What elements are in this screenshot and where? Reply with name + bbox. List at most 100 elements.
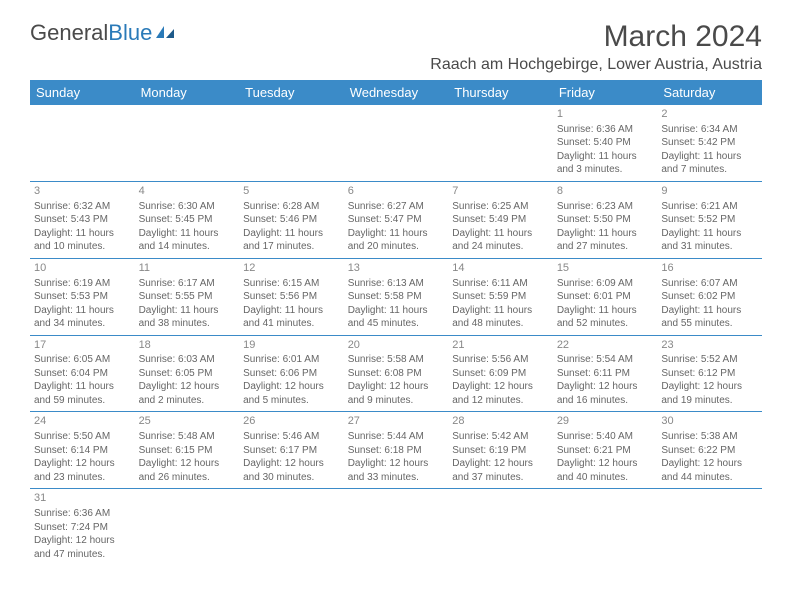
- sunrise-text: Sunrise: 5:52 AM: [661, 353, 758, 367]
- sunset-text: Sunset: 5:59 PM: [452, 290, 549, 304]
- sunrise-text: Sunrise: 5:44 AM: [348, 430, 445, 444]
- sunrise-text: Sunrise: 6:01 AM: [243, 353, 340, 367]
- logo-text-blue: Blue: [108, 20, 152, 46]
- day-number: 27: [348, 414, 445, 429]
- calendar-cell: 5Sunrise: 6:28 AMSunset: 5:46 PMDaylight…: [239, 181, 344, 258]
- daylight-text: and 10 minutes.: [34, 240, 131, 254]
- day-number: 4: [139, 184, 236, 199]
- sunrise-text: Sunrise: 6:27 AM: [348, 200, 445, 214]
- logo-text-general: General: [30, 20, 108, 46]
- daylight-text: and 14 minutes.: [139, 240, 236, 254]
- calendar-cell: [553, 489, 658, 565]
- daylight-text: and 44 minutes.: [661, 471, 758, 485]
- sunrise-text: Sunrise: 5:58 AM: [348, 353, 445, 367]
- calendar-cell: 16Sunrise: 6:07 AMSunset: 6:02 PMDayligh…: [657, 258, 762, 335]
- sunrise-text: Sunrise: 5:50 AM: [34, 430, 131, 444]
- calendar-row: 24Sunrise: 5:50 AMSunset: 6:14 PMDayligh…: [30, 412, 762, 489]
- weekday-header: Monday: [135, 80, 240, 105]
- daylight-text: and 47 minutes.: [34, 548, 131, 562]
- calendar-cell: 22Sunrise: 5:54 AMSunset: 6:11 PMDayligh…: [553, 335, 658, 412]
- daylight-text: Daylight: 12 hours: [139, 380, 236, 394]
- daylight-text: Daylight: 11 hours: [34, 380, 131, 394]
- daylight-text: Daylight: 11 hours: [243, 227, 340, 241]
- sunrise-text: Sunrise: 6:25 AM: [452, 200, 549, 214]
- day-number: 5: [243, 184, 340, 199]
- day-number: 17: [34, 338, 131, 353]
- daylight-text: Daylight: 12 hours: [34, 457, 131, 471]
- calendar-table: Sunday Monday Tuesday Wednesday Thursday…: [30, 80, 762, 565]
- daylight-text: and 20 minutes.: [348, 240, 445, 254]
- day-number: 13: [348, 261, 445, 276]
- day-number: 24: [34, 414, 131, 429]
- daylight-text: and 48 minutes.: [452, 317, 549, 331]
- weekday-header: Friday: [553, 80, 658, 105]
- daylight-text: and 59 minutes.: [34, 394, 131, 408]
- sunrise-text: Sunrise: 6:09 AM: [557, 277, 654, 291]
- calendar-cell: 4Sunrise: 6:30 AMSunset: 5:45 PMDaylight…: [135, 181, 240, 258]
- sunset-text: Sunset: 5:52 PM: [661, 213, 758, 227]
- sunrise-text: Sunrise: 6:36 AM: [34, 507, 131, 521]
- day-number: 10: [34, 261, 131, 276]
- sunset-text: Sunset: 6:06 PM: [243, 367, 340, 381]
- calendar-cell: [344, 489, 449, 565]
- sunrise-text: Sunrise: 6:21 AM: [661, 200, 758, 214]
- calendar-cell: 9Sunrise: 6:21 AMSunset: 5:52 PMDaylight…: [657, 181, 762, 258]
- calendar-row: 31Sunrise: 6:36 AMSunset: 7:24 PMDayligh…: [30, 489, 762, 565]
- calendar-cell: 25Sunrise: 5:48 AMSunset: 6:15 PMDayligh…: [135, 412, 240, 489]
- sunset-text: Sunset: 5:58 PM: [348, 290, 445, 304]
- sunset-text: Sunset: 7:24 PM: [34, 521, 131, 535]
- weekday-header: Tuesday: [239, 80, 344, 105]
- daylight-text: and 55 minutes.: [661, 317, 758, 331]
- sunrise-text: Sunrise: 6:32 AM: [34, 200, 131, 214]
- calendar-cell: [657, 489, 762, 565]
- calendar-cell: 18Sunrise: 6:03 AMSunset: 6:05 PMDayligh…: [135, 335, 240, 412]
- sunset-text: Sunset: 5:45 PM: [139, 213, 236, 227]
- calendar-cell: 28Sunrise: 5:42 AMSunset: 6:19 PMDayligh…: [448, 412, 553, 489]
- calendar-cell: [239, 105, 344, 181]
- day-number: 31: [34, 491, 131, 506]
- daylight-text: and 40 minutes.: [557, 471, 654, 485]
- sunset-text: Sunset: 6:08 PM: [348, 367, 445, 381]
- sunrise-text: Sunrise: 6:03 AM: [139, 353, 236, 367]
- sunset-text: Sunset: 6:09 PM: [452, 367, 549, 381]
- calendar-cell: 14Sunrise: 6:11 AMSunset: 5:59 PMDayligh…: [448, 258, 553, 335]
- sunrise-text: Sunrise: 5:48 AM: [139, 430, 236, 444]
- sunset-text: Sunset: 6:02 PM: [661, 290, 758, 304]
- day-number: 11: [139, 261, 236, 276]
- weekday-header: Wednesday: [344, 80, 449, 105]
- sunrise-text: Sunrise: 6:36 AM: [557, 123, 654, 137]
- daylight-text: and 27 minutes.: [557, 240, 654, 254]
- calendar-cell: 6Sunrise: 6:27 AMSunset: 5:47 PMDaylight…: [344, 181, 449, 258]
- sunset-text: Sunset: 5:56 PM: [243, 290, 340, 304]
- daylight-text: Daylight: 11 hours: [348, 304, 445, 318]
- daylight-text: Daylight: 11 hours: [452, 227, 549, 241]
- day-number: 15: [557, 261, 654, 276]
- daylight-text: Daylight: 12 hours: [661, 380, 758, 394]
- sunrise-text: Sunrise: 6:23 AM: [557, 200, 654, 214]
- daylight-text: Daylight: 11 hours: [661, 227, 758, 241]
- calendar-cell: 12Sunrise: 6:15 AMSunset: 5:56 PMDayligh…: [239, 258, 344, 335]
- day-number: 3: [34, 184, 131, 199]
- calendar-cell: 11Sunrise: 6:17 AMSunset: 5:55 PMDayligh…: [135, 258, 240, 335]
- day-number: 30: [661, 414, 758, 429]
- daylight-text: Daylight: 12 hours: [557, 457, 654, 471]
- weekday-header: Saturday: [657, 80, 762, 105]
- calendar-cell: 20Sunrise: 5:58 AMSunset: 6:08 PMDayligh…: [344, 335, 449, 412]
- sunset-text: Sunset: 6:12 PM: [661, 367, 758, 381]
- calendar-cell: 21Sunrise: 5:56 AMSunset: 6:09 PMDayligh…: [448, 335, 553, 412]
- sunset-text: Sunset: 5:50 PM: [557, 213, 654, 227]
- sunset-text: Sunset: 6:18 PM: [348, 444, 445, 458]
- calendar-cell: 13Sunrise: 6:13 AMSunset: 5:58 PMDayligh…: [344, 258, 449, 335]
- daylight-text: and 31 minutes.: [661, 240, 758, 254]
- daylight-text: Daylight: 12 hours: [452, 380, 549, 394]
- daylight-text: Daylight: 12 hours: [348, 380, 445, 394]
- calendar-cell: [344, 105, 449, 181]
- sunset-text: Sunset: 5:42 PM: [661, 136, 758, 150]
- calendar-cell: 30Sunrise: 5:38 AMSunset: 6:22 PMDayligh…: [657, 412, 762, 489]
- day-number: 7: [452, 184, 549, 199]
- daylight-text: Daylight: 12 hours: [557, 380, 654, 394]
- daylight-text: and 5 minutes.: [243, 394, 340, 408]
- sunrise-text: Sunrise: 6:19 AM: [34, 277, 131, 291]
- sunrise-text: Sunrise: 5:56 AM: [452, 353, 549, 367]
- daylight-text: and 7 minutes.: [661, 163, 758, 177]
